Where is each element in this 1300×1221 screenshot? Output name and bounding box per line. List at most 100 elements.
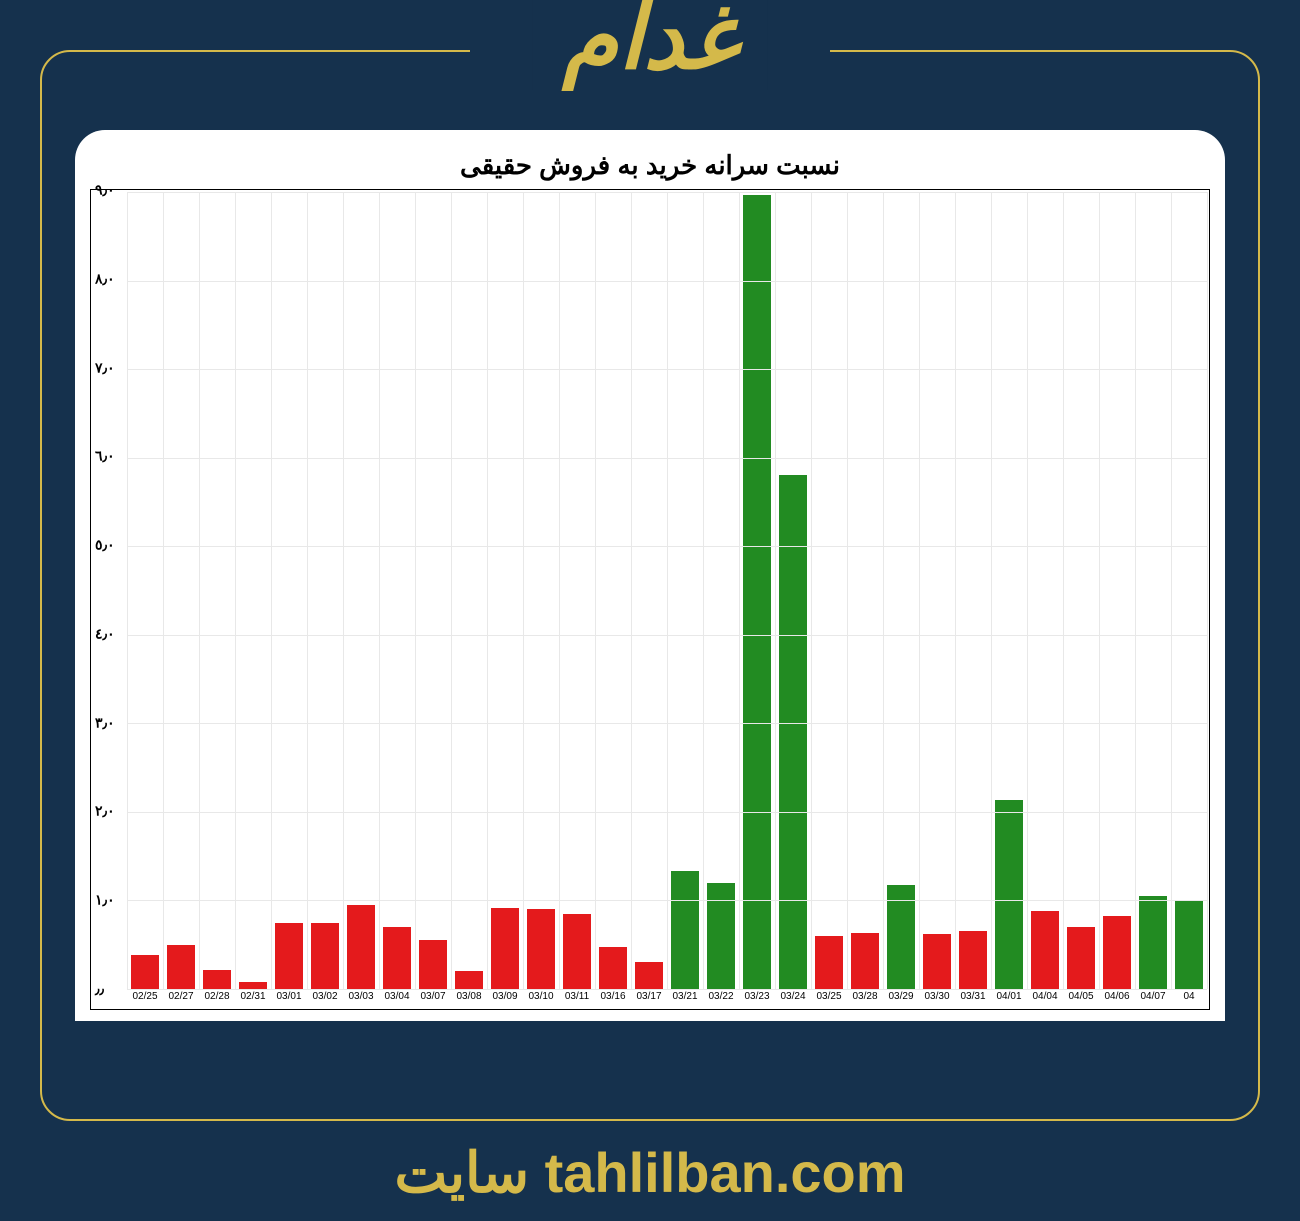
plot-area xyxy=(127,192,1207,989)
bar-slot xyxy=(991,192,1027,989)
bar-slot xyxy=(847,192,883,989)
bar xyxy=(1103,916,1131,989)
x-tick-label: 03/28 xyxy=(847,991,883,1007)
bar-slot xyxy=(919,192,955,989)
gridline-vertical xyxy=(955,192,956,989)
bar xyxy=(563,914,591,989)
bar xyxy=(347,905,375,989)
gridline-vertical xyxy=(163,192,164,989)
bar xyxy=(275,923,303,989)
bar-slot xyxy=(343,192,379,989)
y-tick-label: ٤٫٠ xyxy=(95,625,115,642)
bar xyxy=(707,883,735,989)
gridline-vertical xyxy=(523,192,524,989)
bar-slot xyxy=(307,192,343,989)
y-tick-label: ٫٫ xyxy=(95,981,104,998)
bar xyxy=(239,982,267,989)
bar-slot xyxy=(559,192,595,989)
x-tick-label: 03/10 xyxy=(523,991,559,1007)
bar-slot xyxy=(199,192,235,989)
bar xyxy=(779,475,807,989)
gridline-vertical xyxy=(1099,192,1100,989)
bar xyxy=(1139,896,1167,989)
x-tick-label: 03/08 xyxy=(451,991,487,1007)
gridline-vertical xyxy=(1135,192,1136,989)
bar-slot xyxy=(667,192,703,989)
bar xyxy=(311,923,339,989)
gridline-horizontal xyxy=(127,989,1207,990)
x-tick-label: 03/09 xyxy=(487,991,523,1007)
gridline-vertical xyxy=(991,192,992,989)
bar-slot xyxy=(1027,192,1063,989)
bar-slot xyxy=(1135,192,1171,989)
x-tick-label: 03/07 xyxy=(415,991,451,1007)
bar-slot xyxy=(883,192,919,989)
x-tick-label: 04/06 xyxy=(1099,991,1135,1007)
x-tick-label: 04 xyxy=(1171,991,1207,1007)
gridline-vertical xyxy=(703,192,704,989)
gridline-vertical xyxy=(847,192,848,989)
y-tick-label: ٩٫٠ xyxy=(95,182,115,199)
bar-slot xyxy=(235,192,271,989)
gridline-vertical xyxy=(811,192,812,989)
gridline-vertical xyxy=(235,192,236,989)
bar xyxy=(167,945,195,989)
gridline-vertical xyxy=(415,192,416,989)
bar-slot xyxy=(703,192,739,989)
gridline-vertical xyxy=(667,192,668,989)
chart-title: نسبت سرانه خرید به فروش حقیقی xyxy=(90,150,1210,181)
x-axis-labels: 02/2502/2702/2802/3103/0103/0203/0303/04… xyxy=(127,991,1207,1007)
gridline-vertical xyxy=(307,192,308,989)
bar xyxy=(1175,900,1203,989)
x-tick-label: 02/27 xyxy=(163,991,199,1007)
bar xyxy=(995,800,1023,989)
bar xyxy=(671,871,699,989)
bar-slot xyxy=(1171,192,1207,989)
x-tick-label: 03/24 xyxy=(775,991,811,1007)
x-tick-label: 02/31 xyxy=(235,991,271,1007)
x-tick-label: 03/22 xyxy=(703,991,739,1007)
bar-slot xyxy=(163,192,199,989)
bar-slot xyxy=(775,192,811,989)
x-tick-label: 03/21 xyxy=(667,991,703,1007)
bar xyxy=(491,908,519,989)
x-tick-label: 03/03 xyxy=(343,991,379,1007)
x-tick-label: 04/01 xyxy=(991,991,1027,1007)
bar xyxy=(743,195,771,989)
bar xyxy=(1067,927,1095,989)
gridline-vertical xyxy=(451,192,452,989)
bar-slot xyxy=(127,192,163,989)
gridline-vertical xyxy=(199,192,200,989)
x-tick-label: 02/28 xyxy=(199,991,235,1007)
gridline-vertical xyxy=(1207,192,1208,989)
bar xyxy=(131,955,159,989)
bar xyxy=(815,936,843,989)
chart-card: نسبت سرانه خرید به فروش حقیقی ٫٫١٫٠٢٫٠٣٫… xyxy=(75,130,1225,1021)
y-tick-label: ٧٫٠ xyxy=(95,359,115,376)
bar xyxy=(455,971,483,989)
x-tick-label: 04/05 xyxy=(1063,991,1099,1007)
y-tick-label: ١٫٠ xyxy=(95,892,115,909)
bar-slot xyxy=(1063,192,1099,989)
gridline-vertical xyxy=(631,192,632,989)
gridline-vertical xyxy=(1027,192,1028,989)
gridline-vertical xyxy=(775,192,776,989)
bar xyxy=(419,940,447,989)
bar-slot xyxy=(955,192,991,989)
gridline-vertical xyxy=(739,192,740,989)
bar-slot xyxy=(379,192,415,989)
y-tick-label: ٨٫٠ xyxy=(95,270,115,287)
bar-slot xyxy=(271,192,307,989)
bar-slot xyxy=(451,192,487,989)
footer-domain: tahlilban.com xyxy=(545,1141,906,1204)
y-axis-labels: ٫٫١٫٠٢٫٠٣٫٠٤٫٠٥٫٠٦٫٠٧٫٠٨٫٠٩٫٠ xyxy=(95,190,125,989)
x-tick-label: 03/02 xyxy=(307,991,343,1007)
bar xyxy=(851,933,879,989)
gridline-vertical xyxy=(559,192,560,989)
bar xyxy=(635,962,663,989)
x-tick-label: 04/04 xyxy=(1027,991,1063,1007)
bar xyxy=(527,909,555,989)
gridline-vertical xyxy=(1063,192,1064,989)
bar-slot xyxy=(1099,192,1135,989)
gridline-vertical xyxy=(487,192,488,989)
